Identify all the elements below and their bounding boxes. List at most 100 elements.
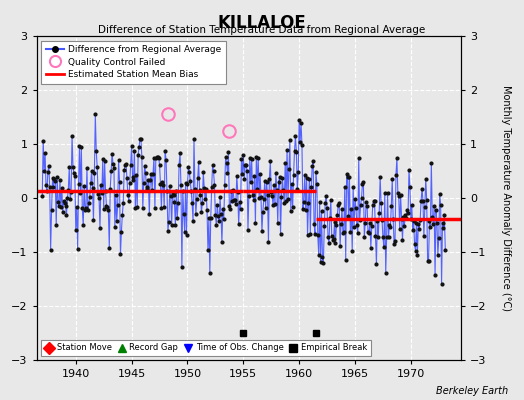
Point [281, 160, 289, 166]
Point [128, 174, 137, 180]
Point [369, 198, 378, 204]
Point [419, 198, 427, 204]
Point [417, 198, 425, 204]
Point [312, 169, 320, 175]
Point [440, 212, 449, 218]
Point [333, 212, 342, 218]
Point [157, 204, 166, 211]
Point [167, 193, 175, 200]
Point [398, 236, 407, 243]
Point [224, 149, 233, 156]
Point [408, 202, 416, 208]
Point [198, 200, 206, 206]
Point [143, 184, 151, 190]
Point [114, 156, 123, 163]
Point [70, 170, 78, 176]
Point [268, 193, 276, 199]
Point [235, 199, 244, 206]
Point [215, 218, 223, 225]
Point [402, 215, 410, 222]
Point [99, 156, 107, 162]
Point [50, 175, 59, 182]
Point [362, 199, 370, 205]
Point [307, 184, 315, 190]
Point [72, 227, 80, 233]
Point [259, 208, 267, 215]
Point [330, 219, 339, 225]
Point [413, 252, 422, 258]
Point [434, 235, 443, 241]
Point [309, 157, 318, 164]
Point [313, 232, 322, 238]
Point [295, 117, 303, 124]
Point [145, 211, 154, 217]
Point [282, 198, 290, 204]
Point [163, 188, 171, 194]
Point [370, 198, 379, 204]
Point [424, 257, 433, 264]
Point [385, 222, 394, 228]
Point [271, 201, 279, 208]
Point [331, 240, 340, 246]
Point [269, 202, 277, 209]
Point [182, 232, 191, 238]
Point [225, 203, 234, 209]
Point [209, 162, 217, 168]
Point [406, 184, 414, 191]
Point [391, 238, 399, 244]
Point [155, 154, 163, 161]
Point [120, 167, 128, 174]
Point [240, 176, 248, 182]
Point [166, 183, 174, 190]
Point [129, 177, 138, 183]
Point [190, 136, 198, 142]
Point [199, 169, 208, 175]
Point [288, 181, 296, 187]
Point [133, 204, 141, 210]
Point [244, 226, 252, 233]
Point [101, 188, 110, 194]
Point [343, 174, 352, 180]
Point [254, 154, 263, 161]
Point [234, 221, 243, 227]
Point [204, 247, 212, 253]
Point [188, 200, 196, 206]
Point [397, 192, 405, 199]
Point [66, 196, 74, 203]
Point [247, 156, 256, 163]
Point [252, 154, 260, 160]
Point [257, 194, 265, 200]
Point [121, 162, 129, 168]
Point [292, 148, 301, 155]
Point [270, 182, 278, 188]
Point [162, 157, 170, 163]
Point [71, 172, 79, 179]
Point [160, 204, 168, 210]
Point [205, 270, 214, 276]
Point [195, 186, 204, 193]
Point [380, 244, 388, 250]
Point [238, 171, 247, 177]
Point [326, 215, 334, 221]
Point [94, 191, 102, 198]
Point [326, 197, 335, 204]
Point [200, 185, 209, 191]
Point [122, 161, 130, 167]
Point [259, 196, 268, 202]
Point [111, 224, 119, 230]
Point [298, 142, 306, 148]
Point [106, 186, 114, 192]
Point [349, 184, 357, 190]
Point [72, 204, 81, 210]
Point [276, 174, 284, 180]
Point [76, 190, 84, 196]
Point [46, 184, 54, 191]
Point [126, 180, 134, 186]
Legend: Station Move, Record Gap, Time of Obs. Change, Empirical Break: Station Move, Record Gap, Time of Obs. C… [41, 340, 370, 356]
Text: Berkeley Earth: Berkeley Earth [436, 386, 508, 396]
Point [395, 193, 403, 200]
Point [75, 143, 84, 150]
Point [379, 234, 387, 240]
Point [97, 190, 106, 196]
Point [179, 188, 187, 194]
